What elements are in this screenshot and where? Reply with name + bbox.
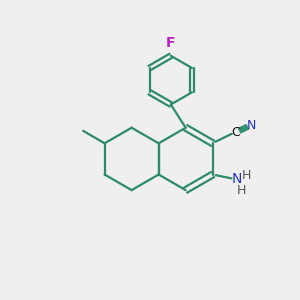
- Text: N: N: [231, 172, 242, 186]
- Text: H: H: [242, 169, 251, 182]
- Text: H: H: [237, 184, 247, 197]
- Text: C: C: [232, 125, 240, 139]
- Text: N: N: [247, 119, 256, 132]
- Text: F: F: [166, 36, 176, 50]
